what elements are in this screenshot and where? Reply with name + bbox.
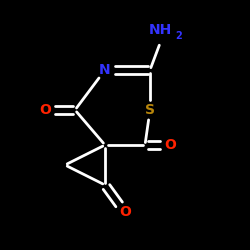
Text: S: S xyxy=(145,103,155,117)
Text: 2: 2 xyxy=(176,31,182,41)
Text: O: O xyxy=(164,138,176,152)
Text: NH: NH xyxy=(148,23,172,37)
Text: N: N xyxy=(99,63,111,77)
Text: O: O xyxy=(39,103,51,117)
Text: O: O xyxy=(119,206,131,220)
